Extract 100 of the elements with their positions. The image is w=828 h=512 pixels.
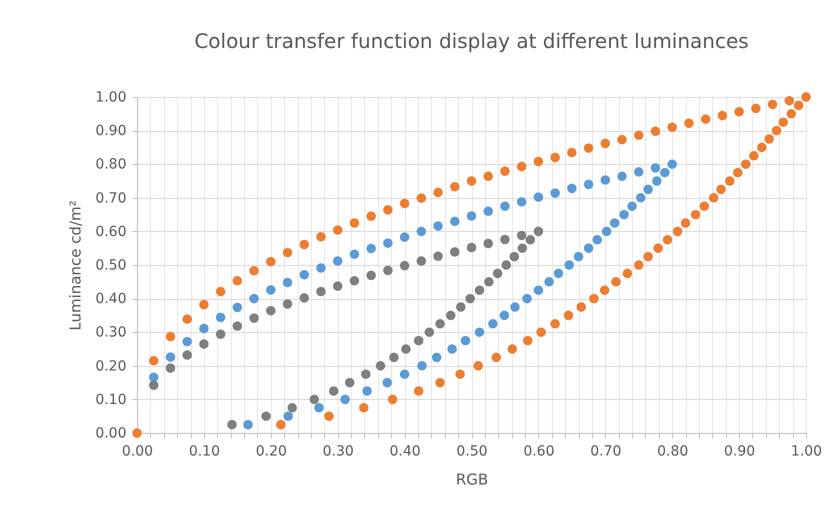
point bbox=[567, 148, 577, 158]
point bbox=[314, 403, 324, 413]
point bbox=[500, 201, 510, 211]
point bbox=[389, 352, 399, 362]
point bbox=[466, 242, 476, 252]
point bbox=[465, 294, 475, 304]
point bbox=[500, 310, 510, 320]
point bbox=[401, 344, 411, 354]
point bbox=[414, 336, 424, 346]
point bbox=[749, 151, 759, 161]
point bbox=[414, 386, 424, 396]
point bbox=[383, 238, 393, 248]
point bbox=[634, 260, 644, 270]
point bbox=[510, 252, 520, 262]
point bbox=[182, 314, 192, 324]
point bbox=[199, 300, 209, 310]
point bbox=[510, 302, 520, 312]
point bbox=[544, 277, 554, 287]
y-tick-label: 0.10 bbox=[95, 392, 126, 408]
point bbox=[483, 172, 493, 182]
point bbox=[400, 260, 410, 270]
point bbox=[534, 156, 544, 166]
y-tick-label: 0.00 bbox=[95, 426, 126, 442]
point bbox=[550, 152, 560, 162]
point bbox=[602, 226, 612, 236]
point bbox=[432, 352, 442, 362]
x-tick-label: 0.20 bbox=[256, 444, 287, 460]
point bbox=[619, 210, 629, 220]
point bbox=[483, 206, 493, 216]
point bbox=[492, 268, 502, 278]
y-tick-label: 1.00 bbox=[95, 90, 126, 106]
point bbox=[166, 332, 176, 342]
point bbox=[488, 319, 498, 329]
point bbox=[636, 193, 646, 203]
point bbox=[667, 122, 677, 132]
point bbox=[424, 327, 434, 337]
point bbox=[433, 188, 443, 198]
point bbox=[522, 336, 532, 346]
point bbox=[784, 96, 794, 106]
point bbox=[652, 176, 662, 186]
point bbox=[622, 268, 632, 278]
point bbox=[287, 403, 297, 413]
point bbox=[667, 159, 677, 169]
point bbox=[534, 285, 544, 295]
point bbox=[634, 167, 644, 177]
point bbox=[700, 114, 710, 124]
point bbox=[266, 306, 276, 316]
point bbox=[282, 248, 292, 258]
point bbox=[516, 162, 526, 172]
point bbox=[416, 226, 426, 236]
point bbox=[362, 386, 372, 396]
point bbox=[232, 321, 242, 331]
point bbox=[328, 386, 338, 396]
point bbox=[366, 244, 376, 254]
point bbox=[400, 232, 410, 242]
point bbox=[502, 260, 512, 270]
point bbox=[741, 159, 751, 169]
point bbox=[359, 403, 369, 413]
point bbox=[718, 110, 728, 120]
x-tick-label: 0.00 bbox=[122, 444, 154, 460]
point bbox=[516, 230, 526, 240]
y-tick-label: 0.20 bbox=[95, 358, 126, 374]
y-tick-label: 0.90 bbox=[95, 123, 126, 140]
point bbox=[483, 238, 493, 248]
point bbox=[700, 201, 710, 211]
point bbox=[361, 369, 371, 379]
point bbox=[584, 180, 594, 190]
point bbox=[261, 411, 271, 421]
point bbox=[484, 277, 494, 287]
point bbox=[400, 198, 410, 208]
point bbox=[653, 243, 663, 253]
x-tick-label: 0.60 bbox=[523, 444, 554, 460]
point bbox=[466, 211, 476, 221]
point bbox=[332, 256, 342, 266]
y-axis-title: Luminance cd/m² bbox=[66, 200, 84, 331]
point bbox=[584, 243, 594, 253]
point bbox=[383, 205, 393, 215]
point bbox=[316, 263, 326, 273]
point bbox=[643, 184, 653, 194]
point bbox=[634, 130, 644, 140]
point bbox=[450, 182, 460, 192]
point bbox=[801, 92, 811, 102]
point bbox=[276, 420, 286, 430]
point bbox=[684, 118, 694, 128]
point bbox=[227, 420, 237, 430]
point bbox=[435, 378, 445, 388]
point bbox=[610, 218, 620, 228]
point bbox=[283, 411, 293, 421]
point bbox=[564, 310, 574, 320]
point bbox=[216, 312, 226, 322]
point bbox=[282, 299, 292, 309]
point bbox=[617, 172, 627, 182]
x-axis-title: RGB bbox=[456, 470, 488, 488]
point bbox=[166, 352, 176, 362]
point bbox=[600, 175, 610, 185]
point bbox=[300, 240, 309, 250]
point bbox=[708, 193, 718, 203]
point bbox=[716, 184, 726, 194]
y-tick-label: 0.40 bbox=[95, 291, 126, 308]
x-tick-label: 0.90 bbox=[724, 444, 756, 460]
